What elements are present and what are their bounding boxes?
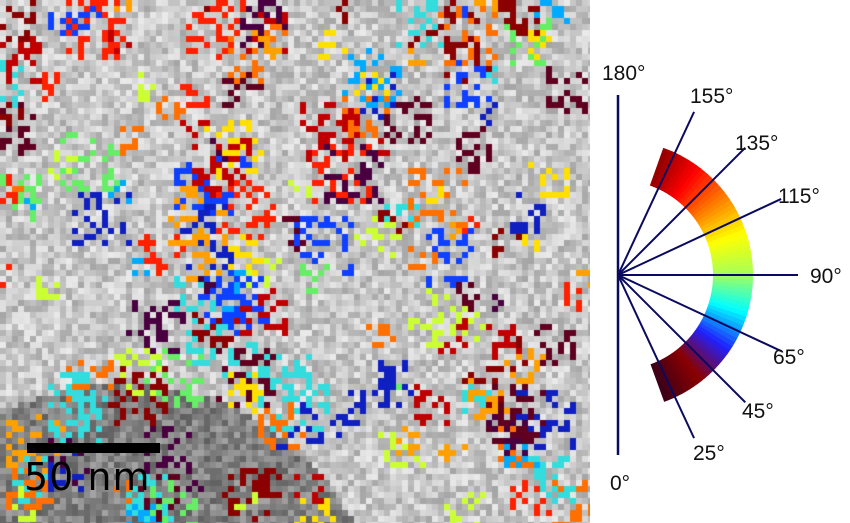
color-ring-segment — [711, 255, 753, 266]
color-ring-segment — [711, 287, 752, 299]
angle-label-90: 90° — [810, 265, 842, 288]
color-ring-segment — [678, 170, 709, 205]
color-ring-segment — [652, 149, 673, 189]
color-ring-segment — [701, 316, 740, 339]
color-ring-segment — [665, 355, 691, 392]
color-ring-segment — [712, 259, 753, 269]
color-ring-segment — [710, 241, 751, 256]
color-ring-segment — [692, 330, 728, 359]
color-ring-segment — [659, 153, 682, 192]
angle-labels: 180° 155° 135° 115° 90° 65° 45° 25° 0° — [602, 62, 842, 495]
angle-ray-135 — [617, 147, 746, 276]
color-ring-segment — [700, 319, 738, 343]
color-ring-segment — [662, 155, 686, 193]
color-ring-segment — [694, 194, 730, 222]
color-ring-segment — [673, 349, 702, 385]
color-ring-segment — [696, 198, 733, 225]
color-ring-segment — [698, 321, 736, 347]
color-ring-segment — [706, 306, 746, 326]
color-ring-segment — [712, 284, 753, 294]
angle-ray-155 — [617, 111, 695, 276]
color-ring-segment — [667, 160, 694, 197]
color-ring-segment — [690, 332, 725, 362]
color-ring-segment — [690, 187, 725, 217]
color-ring-segment — [685, 180, 719, 212]
color-ring-segment — [711, 250, 752, 262]
color-ring-segment — [670, 162, 698, 199]
angle-label-180: 180° — [602, 62, 645, 85]
color-ring-segment — [709, 236, 749, 253]
color-ring-segment — [671, 351, 699, 387]
color-ring-segment — [676, 347, 706, 382]
color-ring-segment — [707, 303, 747, 322]
angle-label-45: 45° — [742, 400, 774, 423]
color-ring-segment — [696, 324, 733, 351]
color-ring-segment — [707, 227, 747, 246]
color-ring-segment — [705, 223, 745, 243]
color-ring-segment — [709, 297, 750, 313]
scale-bar — [27, 443, 160, 453]
color-ring-segment — [708, 300, 749, 317]
color-ring-segment — [701, 210, 740, 234]
color-ring-segment — [710, 290, 752, 304]
scale-bar-label: 50 nm — [24, 455, 151, 499]
orientation-color-legend: 180° 155° 135° 115° 90° 65° 45° 25° 0° — [602, 62, 842, 495]
color-ring-segment — [688, 183, 722, 214]
angle-label-135: 135° — [735, 132, 778, 155]
angle-label-155: 155° — [690, 85, 733, 108]
color-ring-segment — [664, 157, 690, 195]
color-ring-segment — [681, 174, 712, 207]
angle-ray-115 — [617, 198, 782, 276]
color-ring-segment — [708, 232, 748, 249]
angle-label-25: 25° — [693, 442, 725, 465]
color-ring-segment — [653, 361, 674, 401]
color-ring-segment — [679, 345, 710, 379]
color-ring-segment — [649, 147, 669, 187]
angle-label-115: 115° — [778, 185, 820, 208]
angle-ray-45 — [617, 274, 746, 403]
color-ring-segment — [686, 338, 719, 369]
color-ring-segment — [675, 168, 705, 203]
angle-rays — [617, 111, 798, 439]
color-ring-segment — [650, 362, 670, 402]
color-ring-segment — [681, 342, 713, 376]
angle-label-0: 0° — [610, 472, 630, 495]
color-ring-segment — [704, 309, 744, 330]
color-ring-segment — [692, 191, 728, 220]
angle-ray-25 — [617, 274, 695, 439]
color-ring-segment — [673, 165, 702, 201]
color-ring-segment — [662, 356, 687, 395]
color-ring-segment — [659, 358, 683, 397]
color-ring-segment — [668, 353, 695, 390]
color-ring-segment — [694, 327, 731, 355]
color-ring-segment — [698, 202, 735, 228]
color-ring-segment — [704, 219, 744, 240]
orientation-map-canvas — [0, 0, 590, 523]
color-ring-segment — [699, 206, 738, 231]
color-ring-segment — [688, 335, 723, 366]
color-ring-segment — [710, 246, 751, 259]
angle-ray-65 — [617, 274, 782, 352]
angle-label-65: 65° — [773, 346, 805, 369]
color-ring-segment — [712, 264, 753, 272]
color-ring-segment — [710, 294, 751, 308]
micrograph-image: 50 nm — [0, 0, 590, 523]
